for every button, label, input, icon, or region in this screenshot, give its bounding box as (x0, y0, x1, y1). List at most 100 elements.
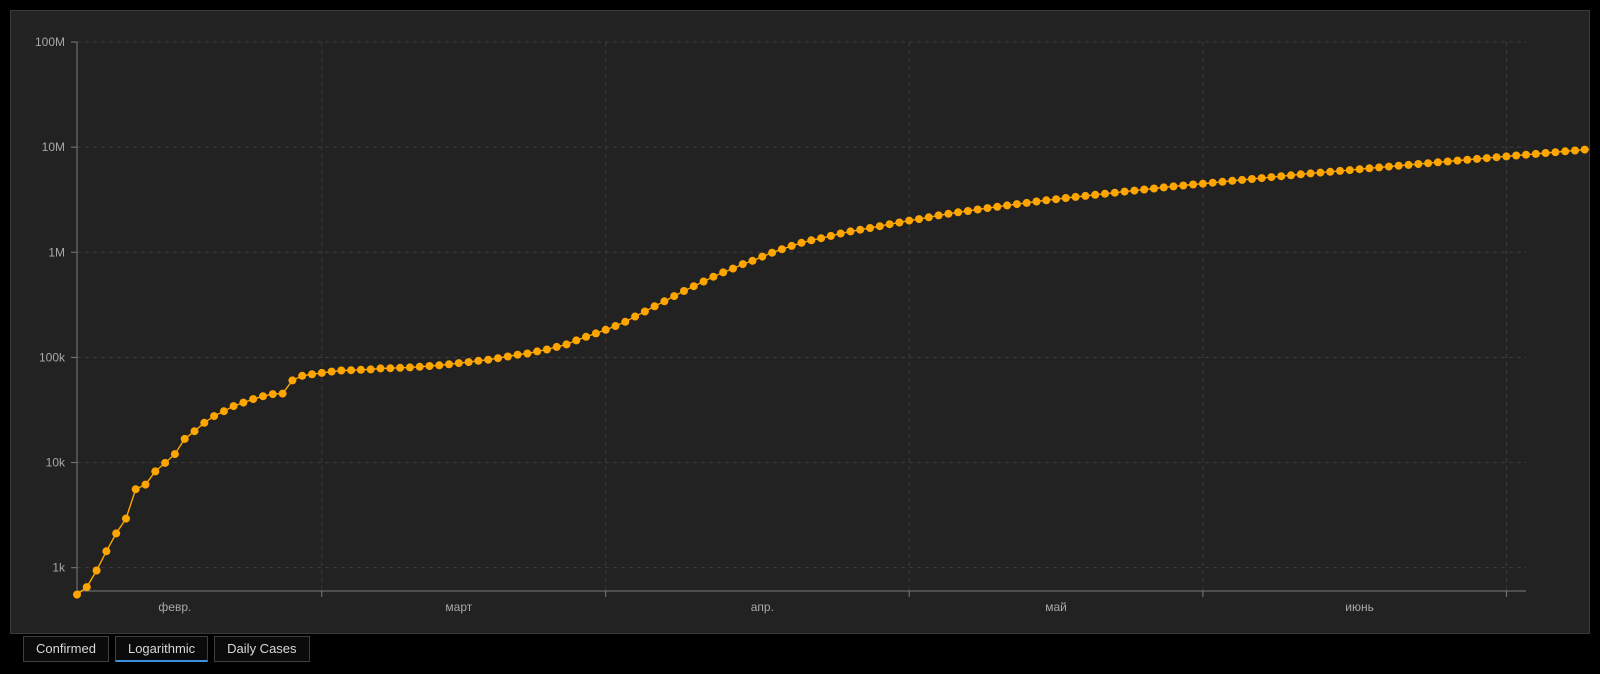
data-point[interactable] (1551, 148, 1560, 157)
data-point[interactable] (1531, 149, 1540, 158)
data-point[interactable] (288, 376, 297, 385)
data-point[interactable] (1326, 167, 1335, 176)
data-point[interactable] (1159, 183, 1168, 192)
data-point[interactable] (131, 485, 140, 494)
data-point[interactable] (758, 252, 767, 261)
data-point[interactable] (1052, 195, 1061, 204)
data-point[interactable] (386, 364, 395, 373)
data-point[interactable] (1375, 163, 1384, 172)
data-point[interactable] (1571, 146, 1579, 155)
data-point[interactable] (337, 366, 346, 375)
data-point[interactable] (1482, 154, 1491, 163)
data-point[interactable] (552, 342, 561, 351)
data-point[interactable] (670, 292, 679, 301)
data-point[interactable] (562, 340, 571, 349)
data-point[interactable] (1316, 168, 1325, 177)
data-point[interactable] (1355, 165, 1364, 174)
data-point[interactable] (1522, 150, 1530, 159)
data-point[interactable] (102, 547, 111, 556)
data-point[interactable] (1257, 174, 1266, 183)
data-point[interactable] (1022, 198, 1031, 207)
data-point[interactable] (1414, 160, 1423, 168)
data-point[interactable] (1541, 149, 1550, 157)
data-point[interactable] (1424, 159, 1433, 168)
data-point[interactable] (1404, 160, 1413, 169)
data-point[interactable] (621, 317, 630, 326)
data-point[interactable] (650, 302, 659, 311)
data-point[interactable] (1081, 191, 1090, 200)
data-point[interactable] (777, 245, 786, 254)
data-point[interactable] (92, 566, 101, 575)
data-point[interactable] (1473, 154, 1481, 163)
data-point[interactable] (1502, 152, 1511, 161)
data-point[interactable] (396, 363, 405, 372)
data-point[interactable] (1433, 158, 1442, 167)
data-point[interactable] (572, 336, 581, 345)
data-point[interactable] (924, 213, 933, 222)
data-point[interactable] (856, 225, 865, 234)
data-point[interactable] (1198, 179, 1207, 188)
data-point[interactable] (1140, 185, 1149, 194)
data-point[interactable] (503, 352, 512, 361)
data-point[interactable] (1306, 169, 1315, 178)
data-point[interactable] (709, 272, 718, 281)
data-point[interactable] (308, 370, 316, 379)
data-point[interactable] (151, 467, 160, 476)
data-point[interactable] (1277, 172, 1286, 181)
data-point[interactable] (278, 389, 287, 398)
data-point[interactable] (1150, 184, 1158, 193)
data-point[interactable] (474, 356, 483, 365)
data-point[interactable] (82, 583, 91, 592)
data-point[interactable] (719, 268, 728, 277)
data-point[interactable] (797, 238, 806, 247)
data-point[interactable] (1071, 192, 1080, 201)
data-point[interactable] (1384, 162, 1393, 171)
data-point[interactable] (660, 297, 669, 306)
data-point[interactable] (1032, 197, 1041, 206)
data-point[interactable] (112, 529, 121, 538)
data-point[interactable] (259, 392, 267, 401)
data-point[interactable] (1296, 170, 1305, 179)
data-point[interactable] (1042, 196, 1051, 205)
data-point[interactable] (1012, 200, 1021, 209)
data-point[interactable] (787, 241, 796, 250)
data-point[interactable] (425, 362, 434, 370)
data-point[interactable] (435, 361, 444, 370)
data-point[interactable] (875, 222, 884, 231)
data-point[interactable] (415, 362, 424, 371)
data-point[interactable] (210, 412, 219, 421)
data-point[interactable] (817, 234, 826, 243)
tab-logarithmic[interactable]: Logarithmic (114, 636, 209, 662)
data-point[interactable] (689, 282, 698, 291)
data-point[interactable] (836, 229, 845, 238)
data-point[interactable] (454, 359, 463, 368)
data-point[interactable] (1394, 161, 1403, 170)
data-point[interactable] (533, 347, 542, 356)
data-point[interactable] (934, 211, 943, 220)
data-point[interactable] (1110, 188, 1119, 197)
data-point[interactable] (983, 204, 992, 213)
data-point[interactable] (1492, 153, 1501, 162)
data-point[interactable] (963, 207, 972, 215)
data-point[interactable] (591, 329, 600, 338)
data-point[interactable] (1287, 171, 1295, 180)
data-point[interactable] (317, 368, 326, 377)
data-point[interactable] (494, 354, 502, 363)
data-point[interactable] (1247, 175, 1256, 183)
data-point[interactable] (748, 256, 757, 265)
data-point[interactable] (1336, 166, 1344, 175)
data-point[interactable] (229, 402, 238, 411)
data-point[interactable] (807, 236, 816, 245)
data-point[interactable] (1580, 145, 1589, 154)
data-point[interactable] (885, 220, 894, 229)
data-point[interactable] (161, 458, 170, 467)
data-point[interactable] (1443, 157, 1452, 166)
data-point[interactable] (484, 355, 493, 364)
data-point[interactable] (1561, 147, 1570, 156)
data-point[interactable] (1091, 190, 1100, 199)
data-point[interactable] (895, 218, 904, 227)
data-point[interactable] (239, 398, 248, 407)
data-point[interactable] (846, 227, 855, 236)
data-point[interactable] (347, 366, 356, 375)
data-point[interactable] (1238, 175, 1247, 184)
